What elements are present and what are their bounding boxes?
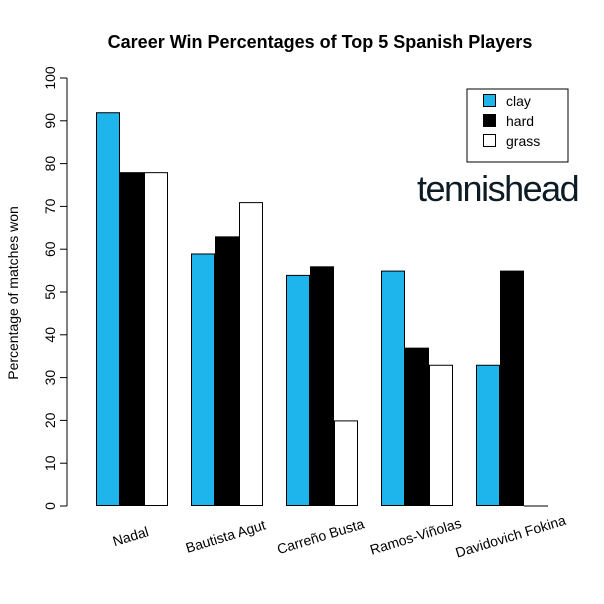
- legend-label-clay: clay: [506, 93, 531, 109]
- y-tick-label: 80: [42, 156, 58, 172]
- y-tick-label: 100: [42, 66, 58, 90]
- y-tick-label: 70: [42, 198, 58, 214]
- category-label: Davidovich Fokina: [454, 512, 568, 561]
- bar-clay: [286, 274, 310, 506]
- category-label: Bautista Agut: [184, 516, 268, 555]
- y-tick-label: 40: [42, 327, 58, 343]
- category-label: Ramos-Viñolas: [368, 515, 463, 558]
- bar-grass: [334, 420, 358, 506]
- chart-title: Career Win Percentages of Top 5 Spanish …: [108, 32, 533, 52]
- logo-text-head: head: [504, 168, 578, 209]
- bar-hard: [120, 172, 144, 506]
- category-labels: Nadal Bautista Agut Carreño Busta Ramos-Viñ…: [111, 512, 568, 561]
- category-label: Nadal: [111, 523, 151, 549]
- bar-hard: [500, 270, 524, 506]
- y-tick-label: 0: [42, 502, 58, 510]
- bar-grass: [239, 202, 263, 506]
- y-axis: 0 10 20 30 40 50 60 70 80 90 100: [42, 66, 68, 510]
- bar-hard: [310, 266, 334, 506]
- bars-group: [96, 112, 548, 507]
- bar-clay: [191, 253, 215, 506]
- bar-hard: [405, 347, 429, 507]
- bar-grass: [429, 364, 453, 507]
- bar-grass: [144, 172, 168, 506]
- y-tick-label: 90: [42, 113, 58, 129]
- bar-clay: [381, 270, 405, 506]
- category-label: Carreño Busta: [275, 515, 366, 557]
- y-tick-label: 10: [42, 455, 58, 471]
- y-tick-label: 50: [42, 284, 58, 300]
- legend-swatch-hard: [483, 114, 496, 127]
- y-axis-label: Percentage of matches won: [5, 206, 21, 380]
- legend-label-hard: hard: [506, 113, 534, 129]
- legend-swatch-grass: [483, 134, 496, 147]
- bar-hard: [215, 236, 239, 507]
- logo-text-tennis: tennis: [417, 168, 505, 209]
- bar-clay: [476, 364, 500, 507]
- legend: clay hard grass: [466, 88, 569, 163]
- legend-label-grass: grass: [506, 133, 540, 149]
- legend-swatch-clay: [483, 94, 496, 107]
- bar-clay: [96, 112, 120, 507]
- y-tick-label: 30: [42, 370, 58, 386]
- svg-text:tennishead: tennishead: [417, 168, 578, 209]
- tennishead-logo: tennishead: [417, 168, 580, 209]
- y-tick-label: 20: [42, 412, 58, 428]
- y-tick-label: 60: [42, 241, 58, 257]
